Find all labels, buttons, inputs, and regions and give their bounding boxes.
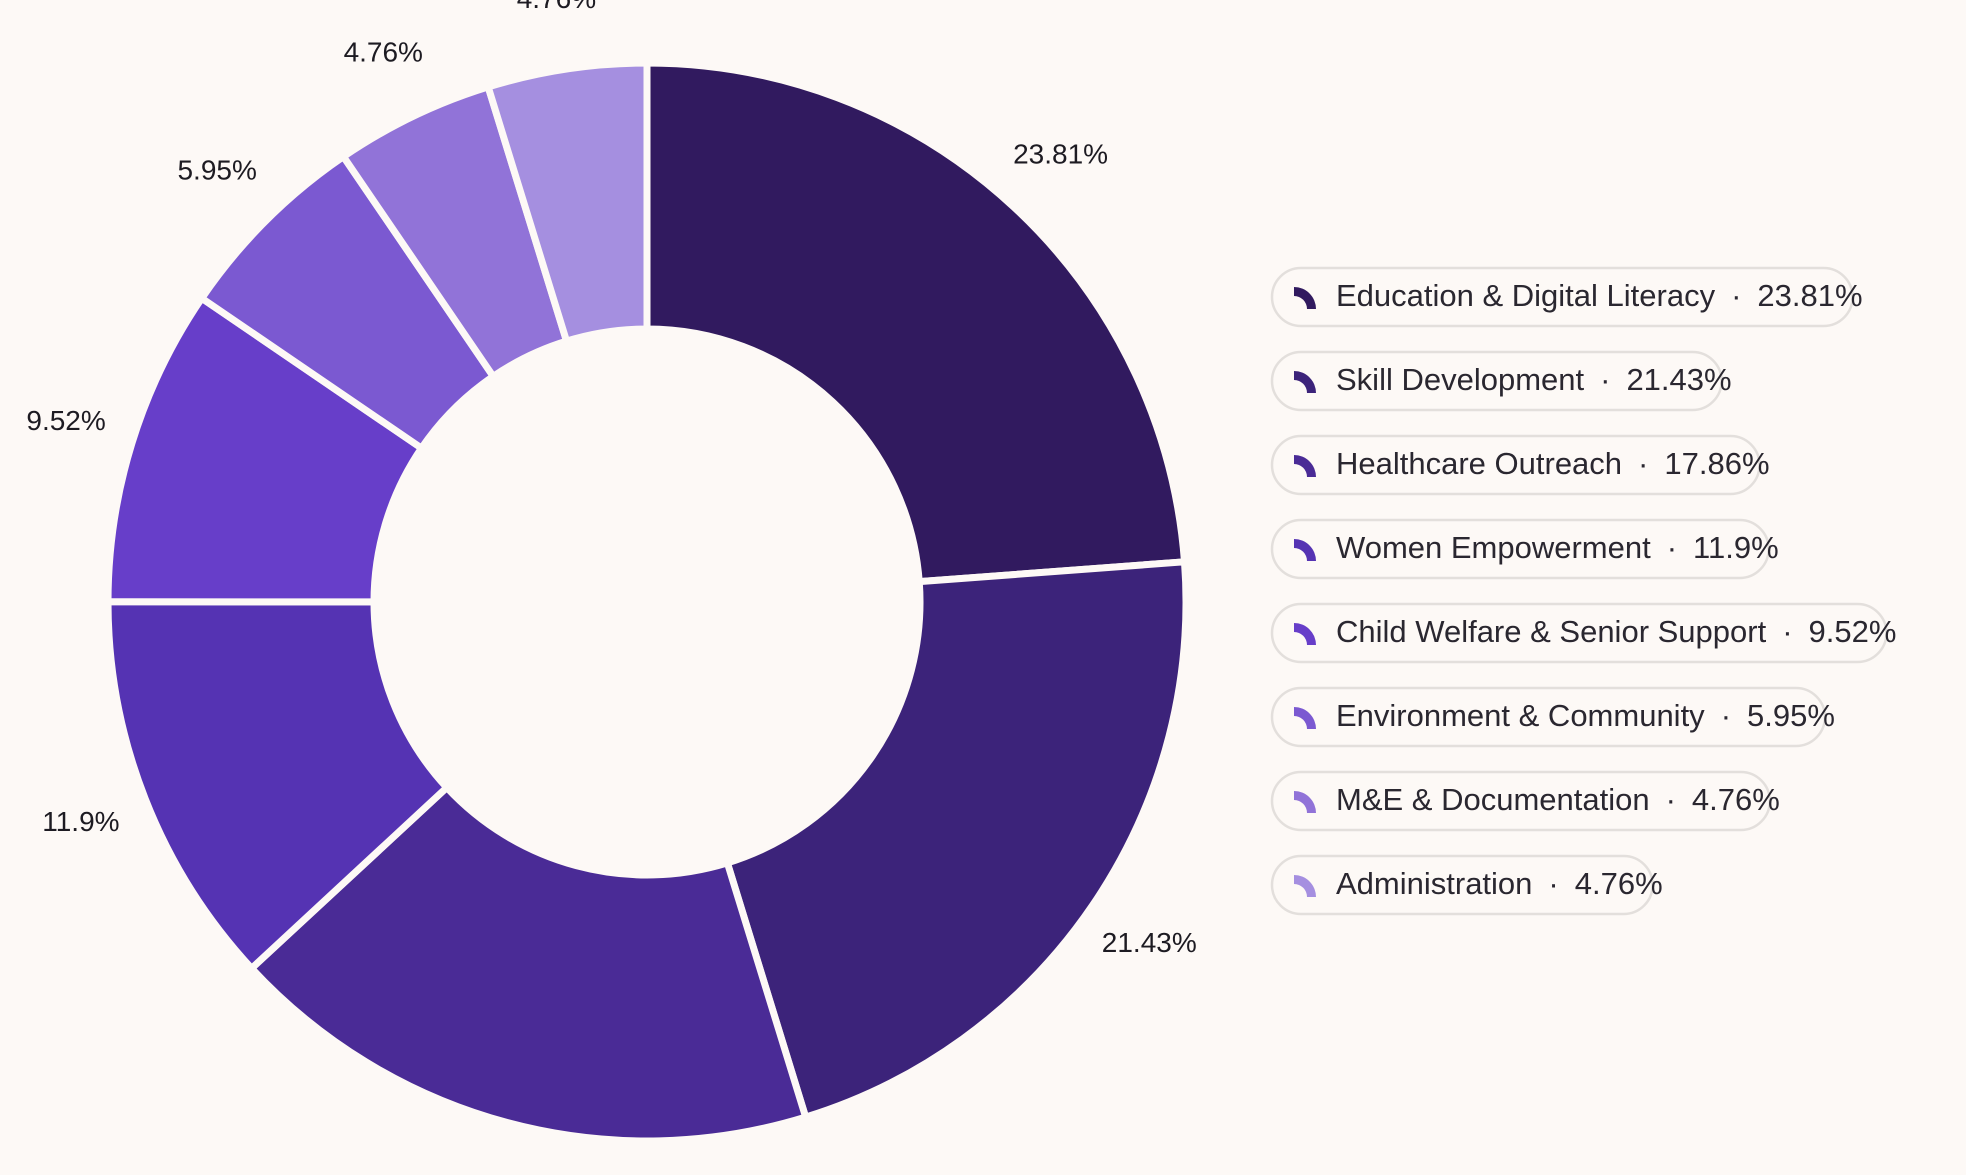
legend-name: Environment & Community bbox=[1336, 698, 1705, 733]
legend-name: Education & Digital Literacy bbox=[1336, 278, 1716, 313]
legend-pill bbox=[1270, 602, 1888, 664]
value-label: 11.9% bbox=[42, 806, 119, 837]
legend-value: 17.86% bbox=[1664, 446, 1769, 481]
legend-value: 4.76% bbox=[1692, 782, 1780, 817]
legend-item: Administration · 4.76% bbox=[1270, 854, 1663, 916]
legend-pill bbox=[1270, 266, 1854, 328]
legend-value: 9.52% bbox=[1809, 614, 1897, 649]
legend-label: Skill Development · 21.43% bbox=[1336, 362, 1732, 397]
legend-value: 21.43% bbox=[1626, 362, 1731, 397]
legend-separator: · bbox=[1782, 614, 1792, 649]
legend-item: Women Empowerment · 11.9% bbox=[1270, 518, 1779, 580]
donut-segment bbox=[248, 784, 810, 1145]
legend-name: M&E & Documentation bbox=[1336, 782, 1650, 817]
legend-icon bbox=[1294, 707, 1316, 729]
legend-item: Environment & Community · 5.95% bbox=[1270, 686, 1835, 748]
legend-label: Women Empowerment · 11.9% bbox=[1336, 530, 1779, 565]
donut-segment bbox=[643, 59, 1188, 586]
legend-pill bbox=[1270, 854, 1654, 916]
legend-pill bbox=[1270, 518, 1770, 580]
legend-separator: · bbox=[1667, 530, 1677, 565]
legend-separator: · bbox=[1731, 278, 1741, 313]
legend-item: Education & Digital Literacy · 23.81% bbox=[1270, 266, 1863, 328]
legend-name: Child Welfare & Senior Support bbox=[1336, 614, 1767, 649]
donut-segment bbox=[104, 294, 425, 606]
donut-segment bbox=[104, 598, 451, 972]
value-label: 9.52% bbox=[26, 405, 105, 436]
legend-icon bbox=[1294, 791, 1316, 813]
legend-value: 5.95% bbox=[1747, 698, 1835, 733]
legend-separator: · bbox=[1666, 782, 1676, 817]
value-label: 23.81% bbox=[1013, 139, 1108, 170]
legend-item: Healthcare Outreach · 17.86% bbox=[1270, 434, 1770, 496]
legend-separator: · bbox=[1600, 362, 1610, 397]
legend-pill bbox=[1270, 686, 1827, 748]
legend-pill bbox=[1270, 434, 1761, 496]
legend-icon bbox=[1294, 455, 1316, 477]
value-label: 21.43% bbox=[1102, 927, 1197, 958]
legend-name: Healthcare Outreach bbox=[1336, 446, 1622, 481]
legend-value: 23.81% bbox=[1757, 278, 1862, 313]
legend-value: 4.76% bbox=[1575, 866, 1663, 901]
legend-label: Healthcare Outreach · 17.86% bbox=[1336, 446, 1770, 481]
legend-name: Women Empowerment bbox=[1336, 530, 1651, 565]
legend-label: M&E & Documentation · 4.76% bbox=[1336, 782, 1780, 817]
legend-label: Administration · 4.76% bbox=[1336, 866, 1663, 901]
legend-icon bbox=[1294, 287, 1316, 309]
legend-label: Environment & Community · 5.95% bbox=[1336, 698, 1835, 733]
donut-segment bbox=[723, 558, 1190, 1121]
legend-item: M&E & Documentation · 4.76% bbox=[1270, 770, 1780, 832]
value-label: 4.76% bbox=[517, 0, 596, 14]
legend-label: Child Welfare & Senior Support · 9.52% bbox=[1336, 614, 1896, 649]
value-label: 4.76% bbox=[344, 37, 423, 68]
legend-value: 11.9% bbox=[1693, 530, 1779, 565]
legend-label: Education & Digital Literacy · 23.81% bbox=[1336, 278, 1863, 313]
legend-pill bbox=[1270, 350, 1723, 412]
legend-icon bbox=[1294, 371, 1316, 393]
legend-item: Skill Development · 21.43% bbox=[1270, 350, 1732, 412]
legend-separator: · bbox=[1638, 446, 1648, 481]
legend-icon bbox=[1294, 539, 1316, 561]
value-label: 5.95% bbox=[177, 154, 256, 185]
legend-pill bbox=[1270, 770, 1772, 832]
legend-icon bbox=[1294, 875, 1316, 897]
donut-segment bbox=[484, 59, 651, 345]
legend-name: Administration bbox=[1336, 866, 1532, 901]
legend-separator: · bbox=[1548, 866, 1558, 901]
legend-name: Skill Development bbox=[1336, 362, 1584, 397]
value-label: 17.86% bbox=[442, 1172, 537, 1175]
legend-item: Child Welfare & Senior Support · 9.52% bbox=[1270, 602, 1896, 664]
legend-separator: · bbox=[1721, 698, 1731, 733]
legend-icon bbox=[1294, 623, 1316, 645]
